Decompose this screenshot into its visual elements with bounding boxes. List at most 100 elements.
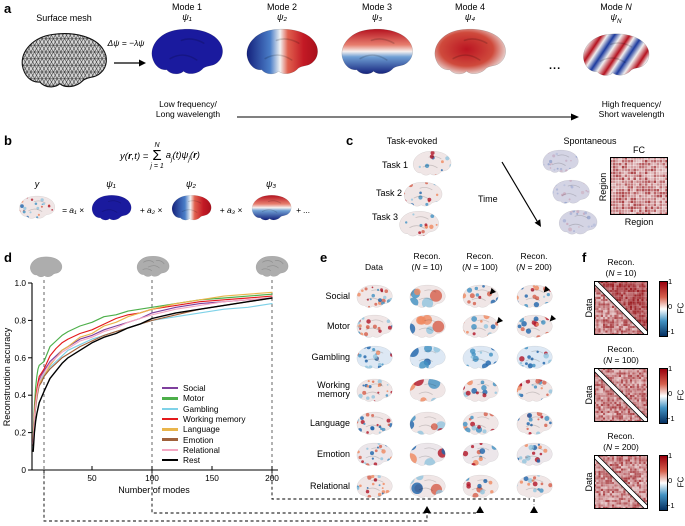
column-header-line1: Recon. [520, 251, 548, 261]
task-evoked-title: Task-evoked [386, 136, 438, 146]
spontaneous-brain-1 [538, 148, 583, 181]
column-header-3: Recon. (N = 100) [453, 251, 507, 272]
panel-a-label: a [4, 1, 12, 16]
legend-swatch [162, 397, 178, 400]
mode-brain-map [240, 22, 324, 89]
mode-title: Mode 1 [171, 2, 203, 12]
colorbar-axis-label: FC [676, 389, 685, 401]
svg-text:0.4: 0.4 [14, 390, 26, 400]
fc-title: FC [633, 145, 645, 155]
map-motor-col1 [352, 313, 397, 346]
eigenmode-equation: Δψ = −λψ [107, 38, 145, 48]
map-motor-col3 [458, 313, 503, 346]
map-relational-col2 [405, 473, 450, 506]
reference-brain-n100 [134, 254, 172, 285]
map-language-col2 [405, 410, 450, 443]
spontaneous-brain-2 [548, 178, 594, 212]
legend-label: Language [183, 424, 220, 435]
basis-brain-1 [88, 193, 135, 229]
column-header-line2: (N = 10) [411, 261, 443, 272]
fc-colorbar-3 [659, 455, 668, 511]
legend-entry: Gambling [162, 404, 246, 414]
column-header-2: Recon. (N = 10) [400, 251, 454, 272]
map-motor-col4 [512, 313, 557, 346]
legend-label: Motor [183, 393, 205, 404]
panel-b-label: b [4, 133, 12, 148]
legend-swatch [162, 428, 178, 431]
colorbar-min-label: −1 [666, 327, 675, 336]
decomposition-equation: y(r,t) = N Σ j = 1 aj(t)ψj(r) [60, 138, 260, 174]
basis-psi-label-1: ψ₁ [106, 179, 116, 189]
svg-text:0.8: 0.8 [14, 315, 26, 325]
task-label-2: Task 2 [375, 188, 402, 198]
colorbar-mid-label: 0 [668, 389, 673, 398]
mode-psi-label: ψ₄ [464, 12, 476, 22]
mode-block-4: Mode 4 ψ₄ [428, 2, 512, 89]
panel-c-label: c [346, 133, 354, 148]
right-arrow-icon [114, 59, 146, 67]
legend-entry: Relational [162, 445, 246, 455]
low-frequency-line2: Long wavelength [155, 109, 221, 120]
colorbar-axis-label: FC [676, 302, 685, 314]
panel-e-label: e [320, 250, 328, 265]
map-emotion-col1 [352, 441, 397, 474]
map-working-memory-col2 [405, 377, 450, 410]
mode-psi-label: ψ₃ [371, 12, 383, 22]
task-brain-3 [394, 209, 444, 245]
colorbar-min-label: −1 [666, 414, 675, 423]
colorbar-mid-label: 0 [668, 302, 673, 311]
mode-title: Mode 4 [454, 2, 486, 12]
sum-upper-limit: N [154, 142, 160, 150]
legend-entry: Emotion [162, 434, 246, 445]
map-social-col1 [352, 283, 397, 316]
region-axis-left: Region [598, 172, 608, 202]
spontaneous-brain-3 [554, 208, 602, 243]
column-header-line1: Recon. [413, 251, 441, 261]
legend-label: Working memory [183, 414, 246, 425]
fc-comparison-matrix-2 [590, 364, 652, 427]
map-emotion-col4 [512, 441, 557, 474]
fc-block-data-label-2: Data [584, 385, 594, 405]
row-label-working-memory: Working memory [317, 380, 350, 400]
high-frequency-line2: Short wavelength [598, 109, 665, 120]
colorbar-max-label: 1 [668, 451, 673, 460]
mode-brain-map [428, 22, 512, 89]
map-gambling-col1 [352, 344, 397, 377]
column-header-line1: Data [365, 262, 383, 272]
fc-block-title-3: Recon. (N = 200) [603, 431, 639, 452]
reference-brain-n10 [26, 255, 66, 285]
legend-entry: Social [162, 383, 246, 393]
map-social-col2 [405, 283, 450, 316]
mode-block-3: Mode 3 ψ₃ [335, 2, 419, 89]
svg-text:Reconstruction accuracy: Reconstruction accuracy [2, 327, 12, 426]
mode-psi-label: ψ₁ [182, 12, 192, 22]
column-header-4: Recon. (N = 200) [507, 251, 561, 272]
fc-comparison-matrix-3 [590, 451, 652, 514]
fc-block-title-2: Recon. (N = 100) [603, 344, 639, 365]
task-brain-2 [399, 180, 447, 215]
surface-mesh-brain [14, 22, 114, 107]
basis-brain-3 [248, 193, 295, 229]
task-label-3: Task 3 [371, 212, 398, 222]
svg-text:50: 50 [87, 473, 97, 483]
up-arrow-n10 [423, 506, 431, 513]
svg-text:0: 0 [21, 465, 26, 475]
equation-lhs: y(r,t) = [120, 150, 149, 162]
fc-colorbar-1 [659, 281, 668, 337]
y-data-brain [16, 193, 58, 228]
mode-block-2: Mode 2 ψ₂ [240, 2, 324, 89]
basis-psi-label-3: ψ₃ [265, 179, 277, 189]
map-relational-col4 [512, 473, 557, 506]
task-label-1: Task 1 [381, 160, 408, 170]
map-working-memory-col1 [352, 377, 397, 410]
svg-text:0.2: 0.2 [14, 428, 26, 438]
svg-text:150: 150 [205, 473, 219, 483]
sum-lower-limit: j = 1 [150, 162, 164, 170]
map-emotion-col2 [405, 441, 450, 474]
mode-psi-label: ψN [610, 12, 622, 25]
column-header-line2: (N = 100) [462, 261, 498, 272]
legend-entry: Language [162, 424, 246, 434]
map-language-col4 [512, 410, 557, 443]
terms-ellipsis: + ... [296, 205, 311, 215]
